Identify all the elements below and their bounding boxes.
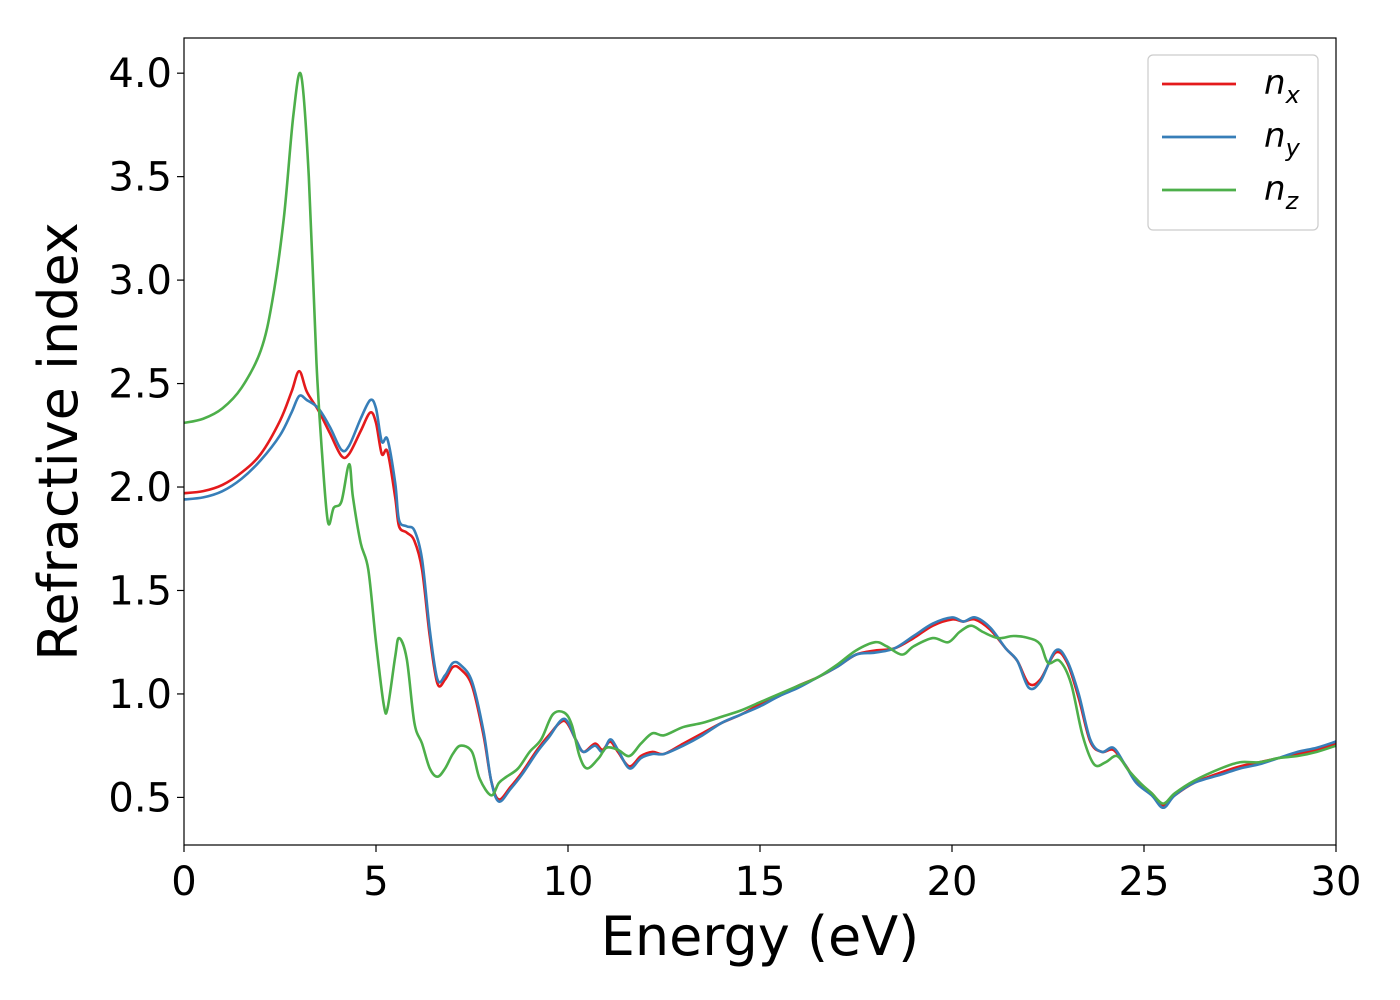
legend-label-subscript: y [1285,134,1301,162]
y-tick-label: 3.5 [108,155,172,201]
y-tick-label: 1.0 [108,672,172,718]
x-axis-title: Energy (eV) [601,905,920,968]
x-tick-label: 20 [927,859,978,905]
legend-label-main: n [1264,63,1286,103]
legend-label: nx [1264,63,1301,109]
x-axis-ticks: 0 5 10 15 20 25 30 [171,845,1361,905]
legend-label: nz [1264,169,1300,215]
legend-label-subscript: x [1285,81,1301,109]
legend-label-subscript: z [1285,187,1300,215]
x-tick-label: 25 [1119,859,1170,905]
legend-label-main: n [1264,169,1286,209]
x-tick-label: 0 [171,859,196,905]
series-line-n-y [184,394,1336,810]
series-layer [184,71,1336,810]
series-line-n-z [184,71,1336,805]
y-tick-label: 2.5 [108,362,172,408]
y-tick-label: 0.5 [108,775,172,821]
y-tick-label: 4.0 [108,51,172,97]
x-tick-label: 5 [363,859,388,905]
y-axis-ticks: 0.5 1.0 1.5 2.0 2.5 3.0 3.5 4.0 [108,51,184,821]
legend-label: ny [1264,116,1301,162]
x-tick-label: 15 [735,859,786,905]
x-tick-label: 10 [543,859,594,905]
legend-label-main: n [1264,116,1286,156]
series-line-n-x [184,369,1336,807]
plot-frame [183,37,1337,846]
x-tick-label: 30 [1311,859,1362,905]
y-tick-label: 2.0 [108,465,172,511]
y-axis-title: Refractive index [27,222,90,661]
y-tick-label: 3.0 [108,258,172,304]
legend-box [1147,54,1319,231]
y-tick-label: 1.5 [108,568,172,614]
